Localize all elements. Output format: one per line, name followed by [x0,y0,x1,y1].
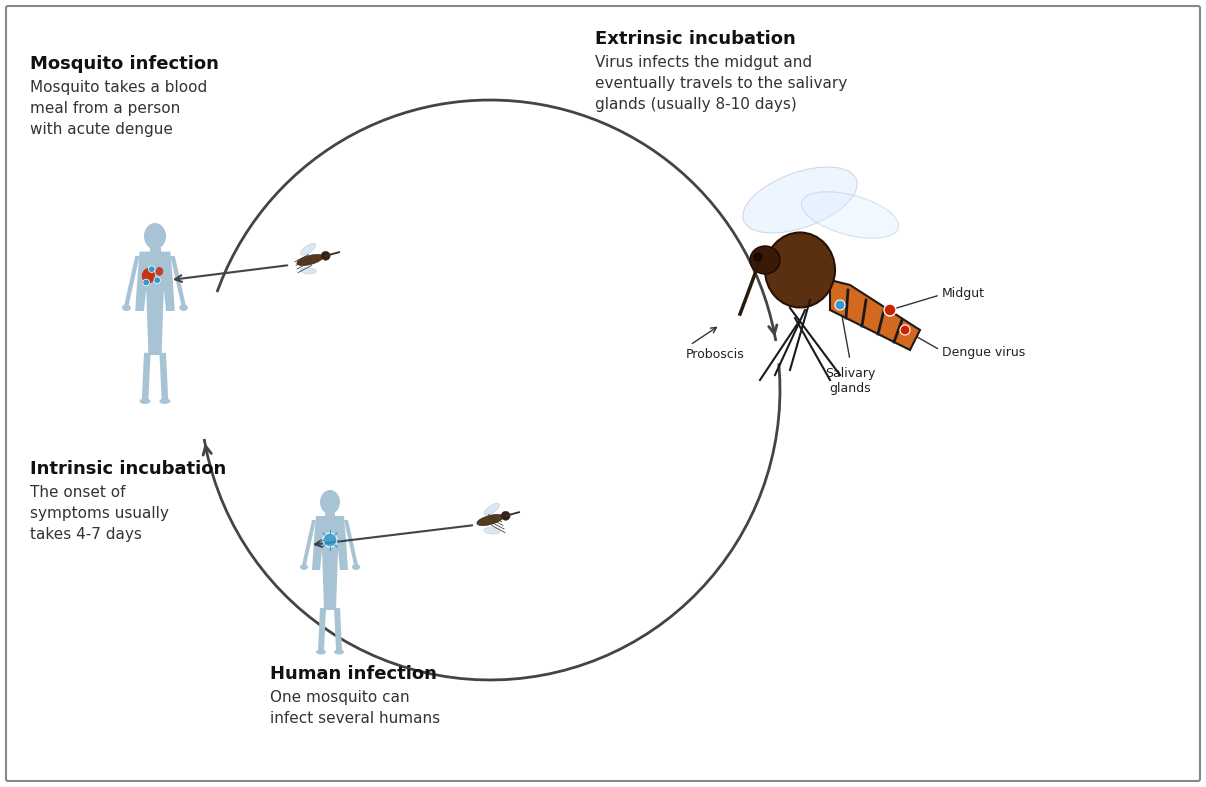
FancyBboxPatch shape [6,6,1200,781]
Text: Virus infects the midgut and
eventually travels to the salivary
glands (usually : Virus infects the midgut and eventually … [595,55,848,112]
Circle shape [154,277,160,283]
Polygon shape [150,249,160,252]
Text: Intrinsic incubation: Intrinsic incubation [30,460,227,478]
Polygon shape [318,608,326,650]
Polygon shape [124,256,140,305]
Text: The onset of
symptoms usually
takes 4-7 days: The onset of symptoms usually takes 4-7 … [30,485,169,542]
Circle shape [323,533,336,547]
Text: Salivary
glands: Salivary glands [825,367,876,395]
Text: One mosquito can
infect several humans: One mosquito can infect several humans [270,690,440,726]
Polygon shape [302,520,316,565]
Ellipse shape [484,503,499,515]
Ellipse shape [765,232,835,308]
Ellipse shape [476,515,503,526]
Text: Dengue virus: Dengue virus [942,345,1025,359]
Circle shape [142,279,150,286]
Circle shape [900,325,911,335]
Text: Midgut: Midgut [942,286,985,300]
Circle shape [754,253,762,261]
Ellipse shape [320,490,340,514]
Ellipse shape [300,564,308,570]
Polygon shape [324,513,335,516]
Ellipse shape [743,167,857,233]
Ellipse shape [180,305,188,311]
Text: Human infection: Human infection [270,665,437,683]
Polygon shape [830,280,920,350]
Ellipse shape [140,398,151,404]
Ellipse shape [142,268,156,283]
Ellipse shape [159,398,170,404]
Ellipse shape [122,305,130,311]
Polygon shape [312,516,349,610]
Ellipse shape [750,246,780,274]
Ellipse shape [300,268,316,274]
Circle shape [835,300,845,310]
Polygon shape [135,252,175,355]
Ellipse shape [144,223,166,249]
Ellipse shape [802,192,898,238]
Circle shape [321,251,330,260]
Polygon shape [159,353,168,399]
Ellipse shape [156,267,163,275]
Ellipse shape [300,243,316,255]
Ellipse shape [484,527,499,534]
Polygon shape [334,608,343,650]
Ellipse shape [334,649,344,655]
Circle shape [148,266,156,272]
Polygon shape [344,520,358,565]
Ellipse shape [316,649,326,655]
Polygon shape [170,256,186,305]
Circle shape [502,512,510,520]
Text: Mosquito infection: Mosquito infection [30,55,218,73]
Text: Proboscis: Proboscis [686,348,744,361]
Circle shape [884,304,896,316]
Text: Mosquito takes a blood
meal from a person
with acute dengue: Mosquito takes a blood meal from a perso… [30,80,207,137]
Text: Extrinsic incubation: Extrinsic incubation [595,30,796,48]
Polygon shape [142,353,151,399]
Ellipse shape [352,564,361,570]
Ellipse shape [297,254,323,265]
